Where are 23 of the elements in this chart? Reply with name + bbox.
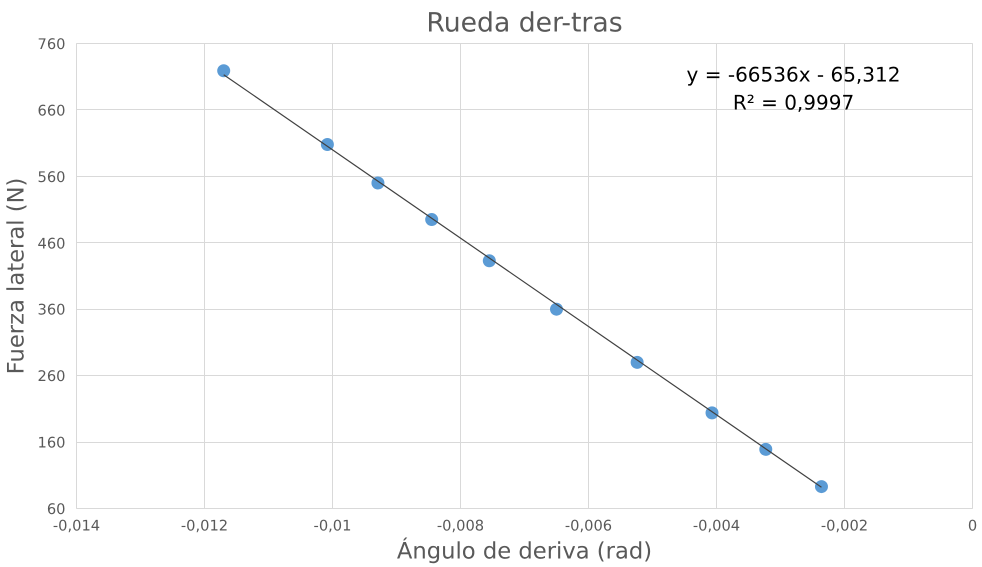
- y-tick-label: 560: [38, 168, 66, 186]
- point: [814, 480, 828, 494]
- y-tick-label: 60: [46, 501, 66, 518]
- x-axis-title: Ángulo de deriva (rad): [396, 538, 652, 564]
- x-tick-label: -0,014: [52, 518, 100, 534]
- x-tick-label: -0,012: [180, 518, 228, 534]
- point: [217, 64, 230, 78]
- y-tick-label: 460: [38, 235, 66, 252]
- x-tick-label: -0,01: [314, 518, 352, 534]
- y-tick-label: 260: [38, 368, 66, 386]
- annotation: R² = 0,9997: [732, 90, 854, 114]
- chart-title: Rueda der-tras: [426, 8, 623, 38]
- x-tick-label: -0,004: [692, 518, 740, 534]
- x-tick-label: -0,008: [436, 518, 484, 534]
- x-tick-label: -0,002: [820, 518, 868, 534]
- y-axis-title: Fuerza lateral (N): [4, 178, 30, 374]
- x-tick-label: 0: [968, 518, 978, 534]
- y-tick-label: 760: [38, 36, 66, 53]
- y-tick-label: 360: [38, 302, 66, 319]
- x-tick-label: -0,006: [564, 518, 612, 534]
- y-tick-label: 160: [38, 434, 66, 452]
- y-tick-label: 660: [38, 102, 66, 120]
- annotation: y = -66536x - 65,312: [686, 62, 900, 86]
